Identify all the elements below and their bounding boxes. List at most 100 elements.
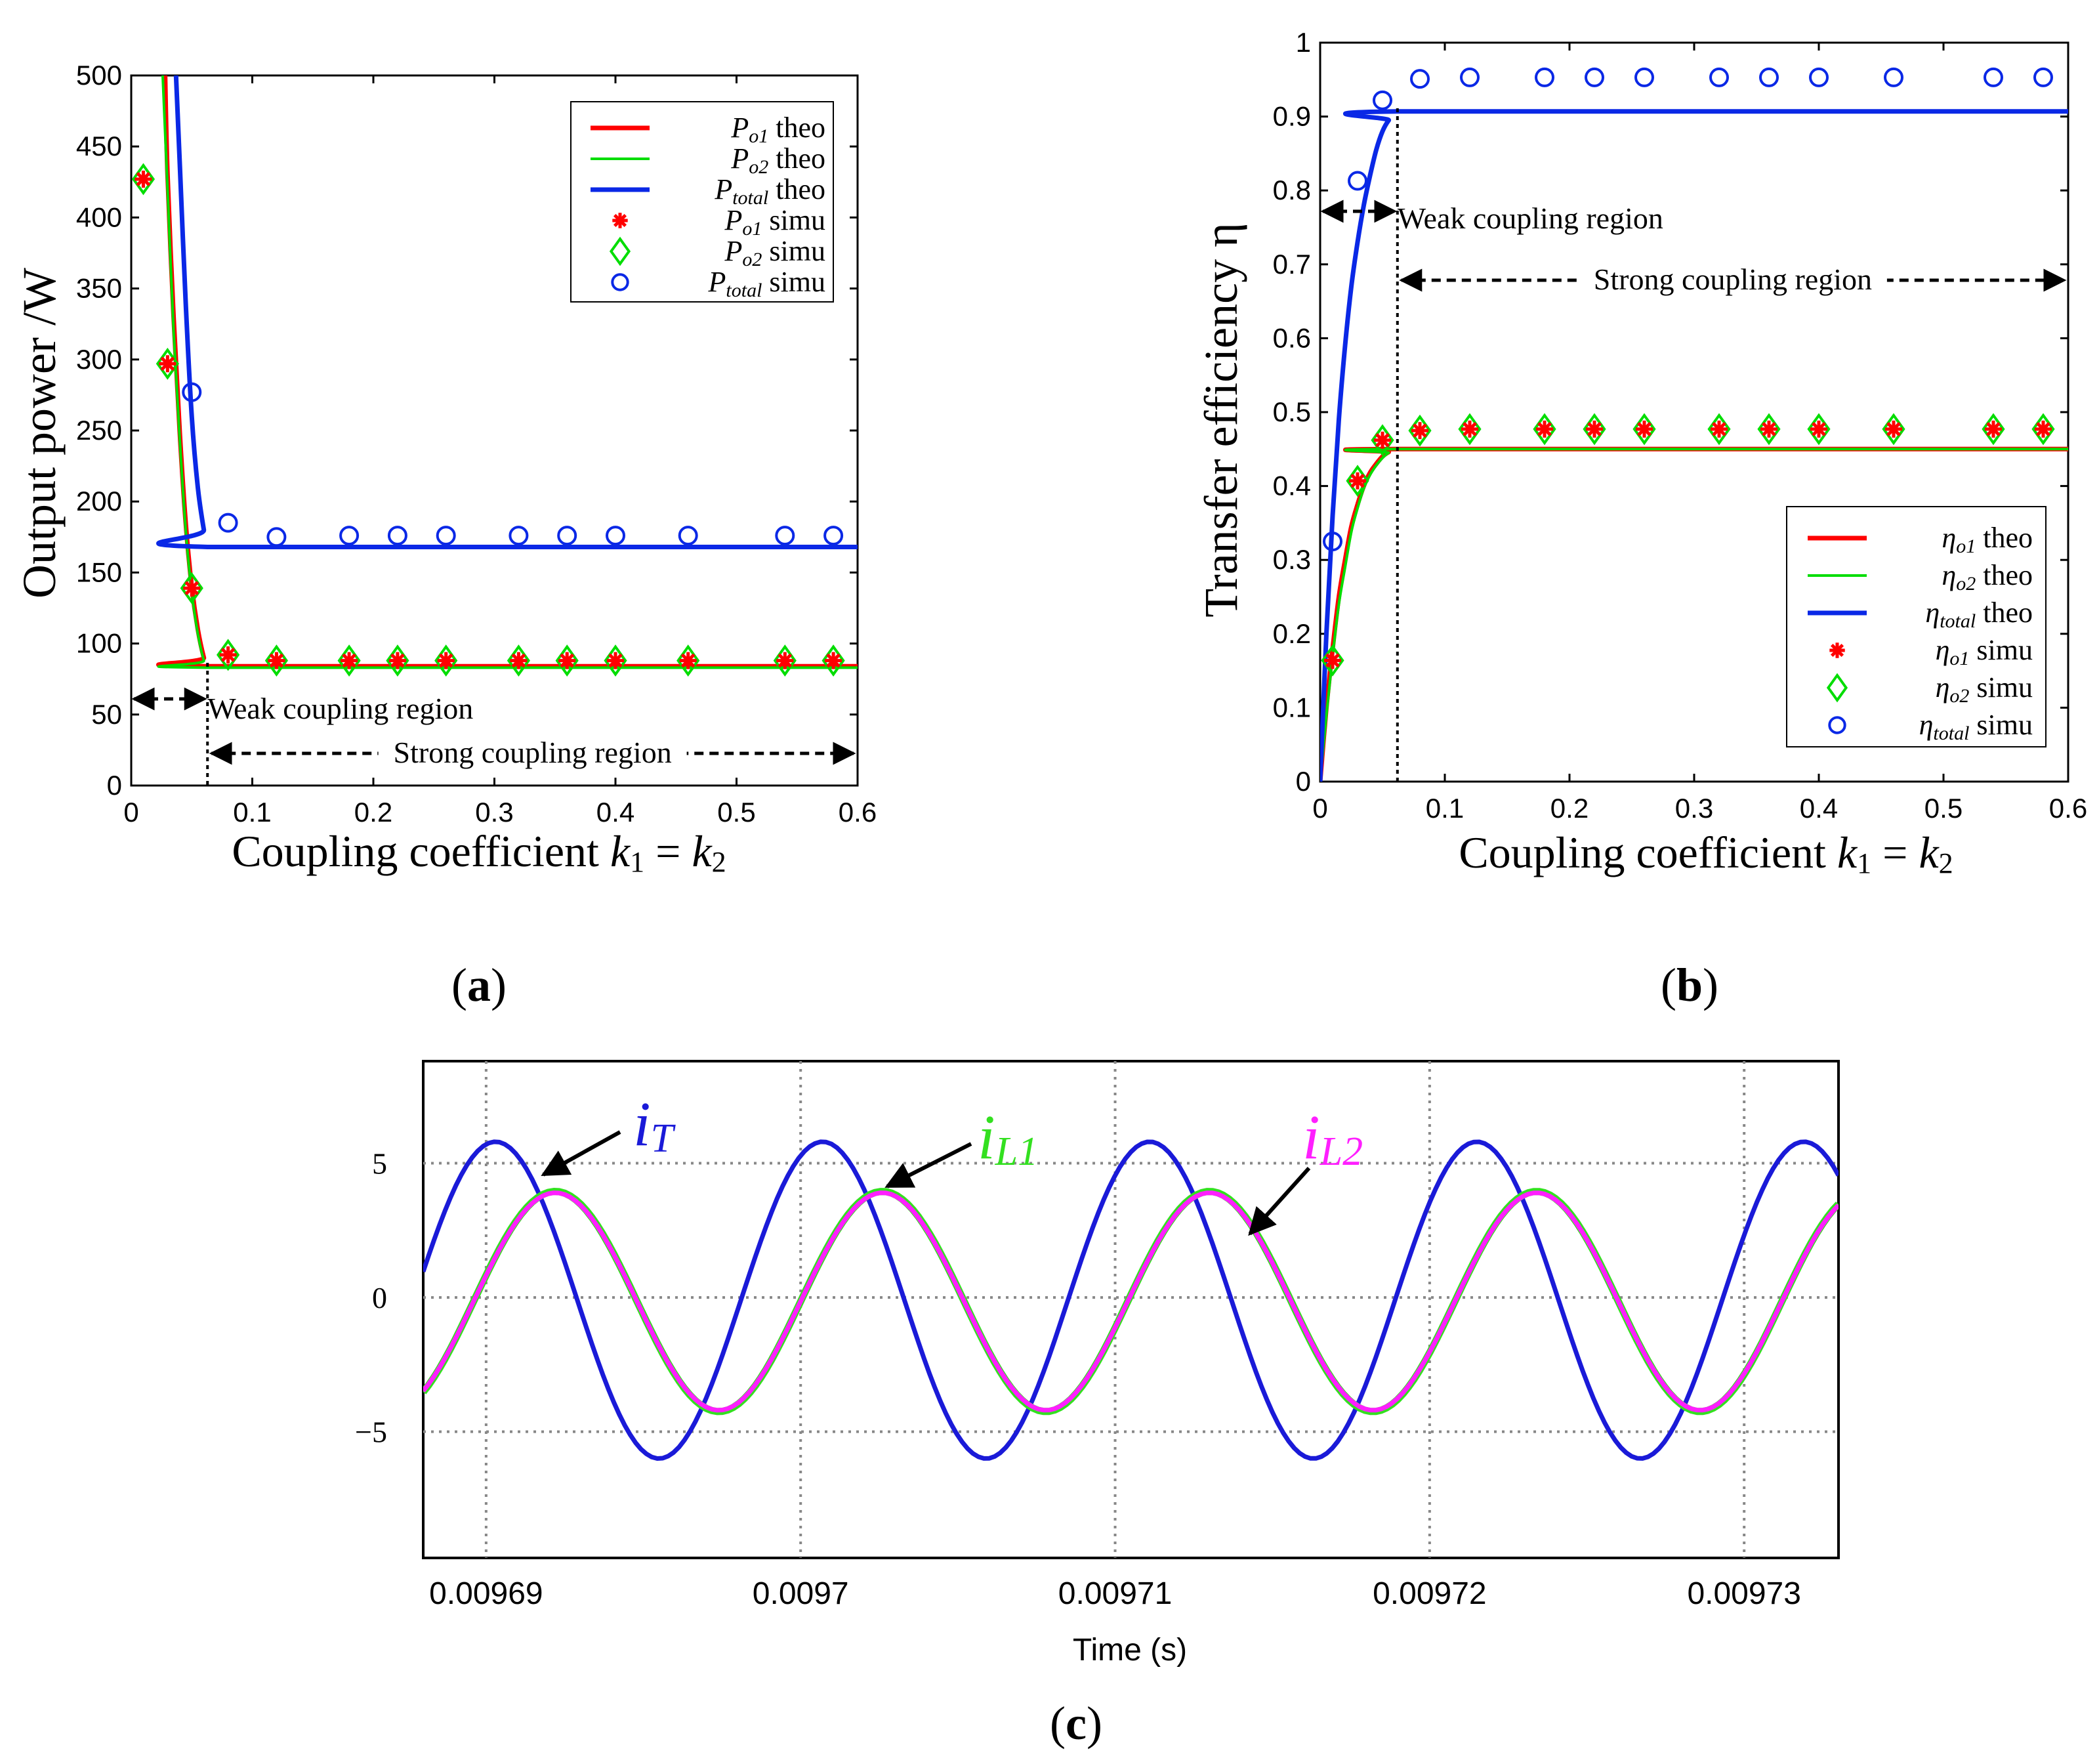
label-arrow-iL2 xyxy=(1248,1166,1311,1236)
x-tick-label: 0.0097 xyxy=(753,1576,849,1611)
panel-c-caption: (c) xyxy=(1050,1697,1102,1750)
legend-kind: simu xyxy=(762,204,825,236)
marker-star xyxy=(1586,420,1603,438)
legend-symbol: η xyxy=(1936,671,1950,704)
legend-subscript: total xyxy=(1933,723,1969,744)
marker-star xyxy=(388,652,406,669)
label-sub: T xyxy=(651,1116,676,1161)
legend-label: Po2 simu xyxy=(724,235,825,270)
legend-subscript: o2 xyxy=(749,156,768,178)
panel-b-annotations: Weak coupling region Strong coupling regi… xyxy=(1320,108,2067,782)
y-tick-label: 0 xyxy=(372,1281,387,1314)
marker-star xyxy=(1810,420,1827,438)
legend-label: ηo2 theo xyxy=(1942,559,2033,595)
marker-circle xyxy=(509,526,529,546)
marker-star xyxy=(183,579,201,597)
marker-star xyxy=(219,646,237,663)
legend-kind: theo xyxy=(1976,597,2033,629)
panel-c-x-axis-label: Time (s) xyxy=(1073,1633,1187,1668)
legend-label: ηo2 simu xyxy=(1936,671,2033,707)
marker-star xyxy=(1324,652,1341,669)
waveform-iT xyxy=(423,1139,1839,1461)
y-tick-label: 350 xyxy=(76,273,122,304)
x-tick-label: 0 xyxy=(123,797,138,828)
x-tick-label: 0.3 xyxy=(1675,793,1713,824)
y-tick-label: 500 xyxy=(76,60,122,91)
x-tick-label: 0.1 xyxy=(233,797,271,828)
waveform-label-iL2: iL2 xyxy=(1302,1102,1363,1174)
panel-a-x-ticks: 0 0.1 0.2 0.3 0.4 0.5 0.6 xyxy=(123,75,877,828)
y-tick-label: 0 xyxy=(107,770,122,801)
legend-symbol: P xyxy=(714,173,732,205)
marker-star xyxy=(1461,420,1478,438)
y-tick-label: 0.9 xyxy=(1273,101,1311,132)
y-tick-label: 0.1 xyxy=(1273,692,1311,723)
panel-a-annotations: Weak coupling region Strong coupling regi… xyxy=(131,663,856,786)
weak-region-label: Weak coupling region xyxy=(207,692,473,725)
marker-star xyxy=(825,652,842,669)
marker-circle xyxy=(823,526,844,546)
marker-star xyxy=(1760,420,1777,438)
x-tick-label: 0.00973 xyxy=(1687,1576,1801,1611)
marker-star xyxy=(1411,422,1428,440)
legend-label: ηo1 simu xyxy=(1936,634,2033,669)
y-tick-label: 1 xyxy=(1296,27,1311,58)
y-tick-label: 400 xyxy=(76,201,122,232)
series-line-Po2-theo xyxy=(157,75,858,669)
legend-subscript: total xyxy=(1940,610,1976,632)
marker-star xyxy=(1636,420,1653,438)
y-tick-label: 0.2 xyxy=(1273,618,1311,649)
panel-c-annotations: iT iL1 iL2 xyxy=(541,1089,1363,1236)
panel-a-chart: 0 0.1 0.2 0.3 0.4 0.5 0.6 0 50 100 150 200 250 300 35… xyxy=(13,60,877,1011)
x-tick-label: 0.5 xyxy=(1924,793,1963,824)
x-tick-label: 0.6 xyxy=(839,797,877,828)
legend-symbol: η xyxy=(1925,597,1940,629)
marker-star xyxy=(1349,472,1366,490)
legend-kind: simu xyxy=(762,235,825,267)
legend-subscript: total xyxy=(732,187,768,209)
marker-star xyxy=(1711,420,1728,438)
marker-circle xyxy=(436,526,456,546)
marker-circle xyxy=(1759,67,1779,87)
y-tick-label: 300 xyxy=(76,344,122,375)
strong-region-label: Strong coupling region xyxy=(1594,262,1872,296)
legend-label: Po1 simu xyxy=(724,204,825,240)
legend-label: ηtotal theo xyxy=(1925,597,2033,632)
marker-circle xyxy=(678,526,698,546)
y-tick-label: 0.4 xyxy=(1273,471,1311,501)
marker-circle xyxy=(775,526,795,546)
marker-circle xyxy=(182,382,202,402)
marker-circle xyxy=(2033,67,2053,87)
marker-circle xyxy=(557,526,577,546)
panel-b-x-ticks: 0 0.1 0.2 0.3 0.4 0.5 0.6 xyxy=(1312,43,2087,824)
legend-subscript: o2 xyxy=(1956,573,1976,595)
x-tick-label: 0.1 xyxy=(1426,793,1464,824)
legend-kind: theo xyxy=(768,173,825,205)
panel-a-x-axis-label: Coupling coefficient k1 = k2 xyxy=(232,826,726,878)
x-tick-label: 0.2 xyxy=(354,797,392,828)
legend-subscript: o1 xyxy=(749,125,768,147)
y-tick-label: −5 xyxy=(355,1416,387,1449)
legend-swatch-star xyxy=(612,213,628,228)
series-line-Ptotal-theo xyxy=(156,75,858,549)
legend-symbol: P xyxy=(730,142,749,175)
x-tick-label: 0.00969 xyxy=(429,1576,543,1611)
legend-kind: simu xyxy=(1969,634,2033,666)
waveform-label-iT: iT xyxy=(633,1089,676,1161)
x-tick-label: 0.2 xyxy=(1550,793,1589,824)
panel-a-legend-box xyxy=(570,101,834,303)
legend-symbol: η xyxy=(1942,559,1956,591)
legend-subscript: o2 xyxy=(742,249,762,270)
x-tick-label: 0.4 xyxy=(1800,793,1838,824)
marker-star xyxy=(1985,420,2002,438)
marker-star xyxy=(776,652,794,669)
panel-a-series-markers xyxy=(131,163,845,677)
marker-circle xyxy=(606,526,625,546)
legend-subscript: o2 xyxy=(1949,685,1969,707)
marker-star xyxy=(1374,431,1391,449)
legend-symbol: P xyxy=(724,204,743,236)
legend-kind: simu xyxy=(1969,709,2033,741)
y-tick-label: 0.5 xyxy=(1273,396,1311,427)
